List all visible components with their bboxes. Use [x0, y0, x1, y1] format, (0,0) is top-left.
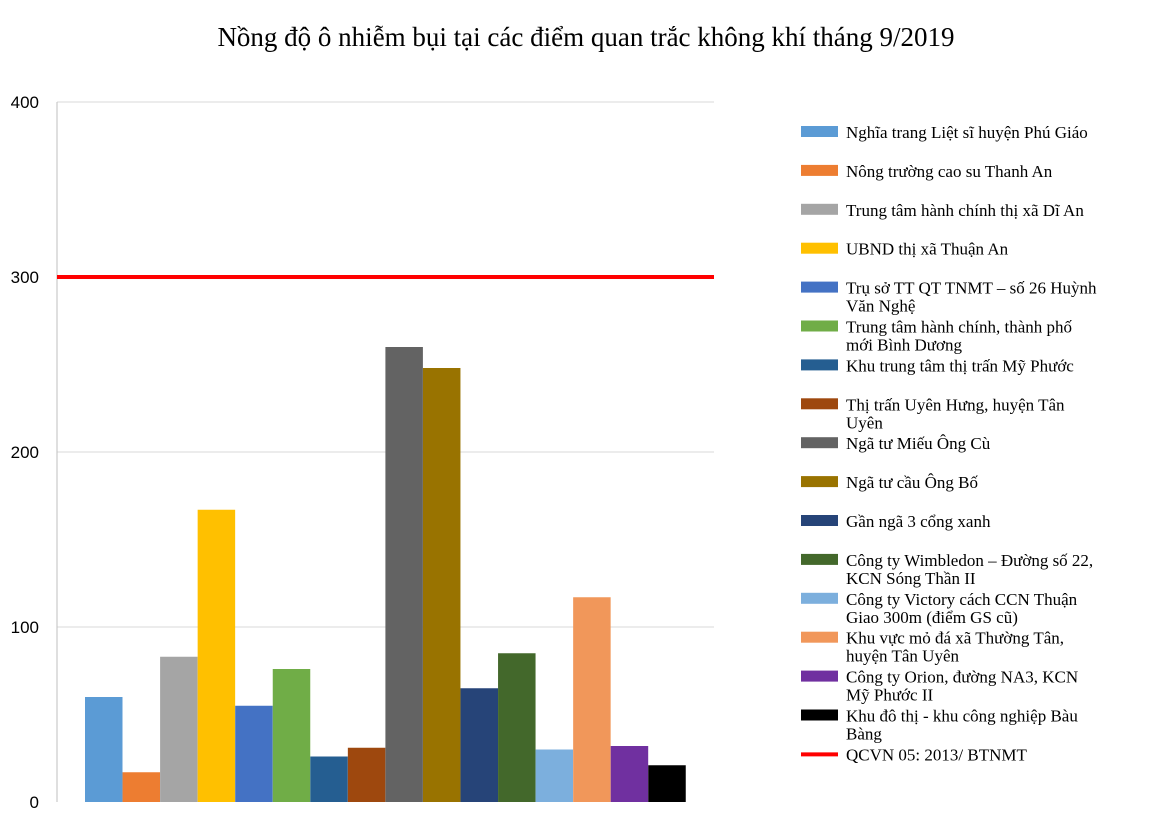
bar [498, 653, 536, 802]
legend-swatch [801, 242, 838, 254]
legend-entry: Khu vực mỏ đá xã Thường Tân, huyện Tân Uy… [846, 629, 1064, 666]
bar [310, 756, 348, 802]
bar [460, 688, 498, 802]
legend-swatch [801, 631, 838, 643]
bar [160, 656, 198, 802]
legend-entry: Trung tâm hành chính thị xã Dĩ An [846, 201, 1084, 220]
legend-entry: Ngã tư cầu Ông Bố [846, 473, 978, 492]
bar [535, 749, 574, 802]
y-tick-label: 100 [11, 618, 39, 637]
legend-entry: Trung tâm hành chính, thành phố mới Bình … [846, 318, 1073, 355]
legend-entry: Nông trường cao su Thanh An [846, 162, 1053, 181]
bar [347, 747, 386, 802]
bar [272, 669, 311, 802]
legend-entry: Công ty Orion, đường NA3, KCN Mỹ Phước II [846, 668, 1078, 705]
legend-entry: Công ty Victory cách CCN Thuận Giao 300m … [846, 590, 1078, 627]
legend-entry: Ngã tư Miếu Ông Cù [846, 434, 991, 453]
legend-swatch [801, 164, 838, 176]
bar [85, 697, 123, 802]
legend-swatch [801, 320, 838, 332]
legend-swatch [801, 398, 838, 410]
chart-title: Nồng độ ô nhiễm bụi tại các điểm quan tr… [217, 22, 954, 52]
y-axis: 0 100 200 300 400 [11, 93, 58, 812]
bar [610, 746, 649, 802]
y-tick-label: 0 [30, 793, 39, 812]
bar [385, 347, 423, 802]
legend-swatch [801, 437, 838, 449]
legend-entry: Trụ sở TT QT TNMT – số 26 Huỳnh Văn Nghệ [846, 279, 1097, 316]
legend-swatch [801, 670, 838, 682]
legend-swatch [801, 359, 838, 371]
legend-entry: QCVN 05: 2013/ BTNMT [846, 745, 1027, 764]
bar [235, 705, 273, 802]
legend-swatch [801, 592, 838, 604]
legend-swatch [801, 126, 838, 137]
legend-entry: Gần ngã 3 cổng xanh [846, 512, 991, 531]
y-tick-label: 300 [11, 268, 39, 287]
legend-swatch [801, 476, 838, 488]
legend-entry: Khu trung tâm thị trấn Mỹ Phước [846, 356, 1074, 375]
legend-entry: Khu đô thị - khu công nghiệp Bàu Bàng [846, 707, 1078, 744]
legend-entry: Công ty Wimbledon – Đường số 22, KCN Sóng… [846, 551, 1093, 588]
legend-swatch [801, 515, 838, 526]
legend-entry: Thị trấn Uyên Hưng, huyện Tân Uyên [846, 395, 1065, 432]
bar [122, 772, 161, 802]
legend-swatch [801, 709, 838, 721]
bar [648, 765, 686, 802]
legend-entry: UBND thị xã Thuận An [846, 240, 1009, 259]
legend-swatch [801, 281, 838, 293]
legend-swatch [801, 553, 838, 565]
legend-entry: Nghĩa trang Liệt sĩ huyện Phú Giáo [846, 123, 1088, 142]
bar [422, 368, 461, 802]
legend: Nghĩa trang Liệt sĩ huyện Phú Giáo Nông t… [801, 123, 1097, 764]
legend-swatch [801, 203, 838, 215]
bar [573, 597, 611, 802]
y-tick-label: 400 [11, 93, 39, 112]
bar [197, 509, 236, 802]
bars [85, 347, 686, 802]
y-tick-label: 200 [11, 443, 39, 462]
